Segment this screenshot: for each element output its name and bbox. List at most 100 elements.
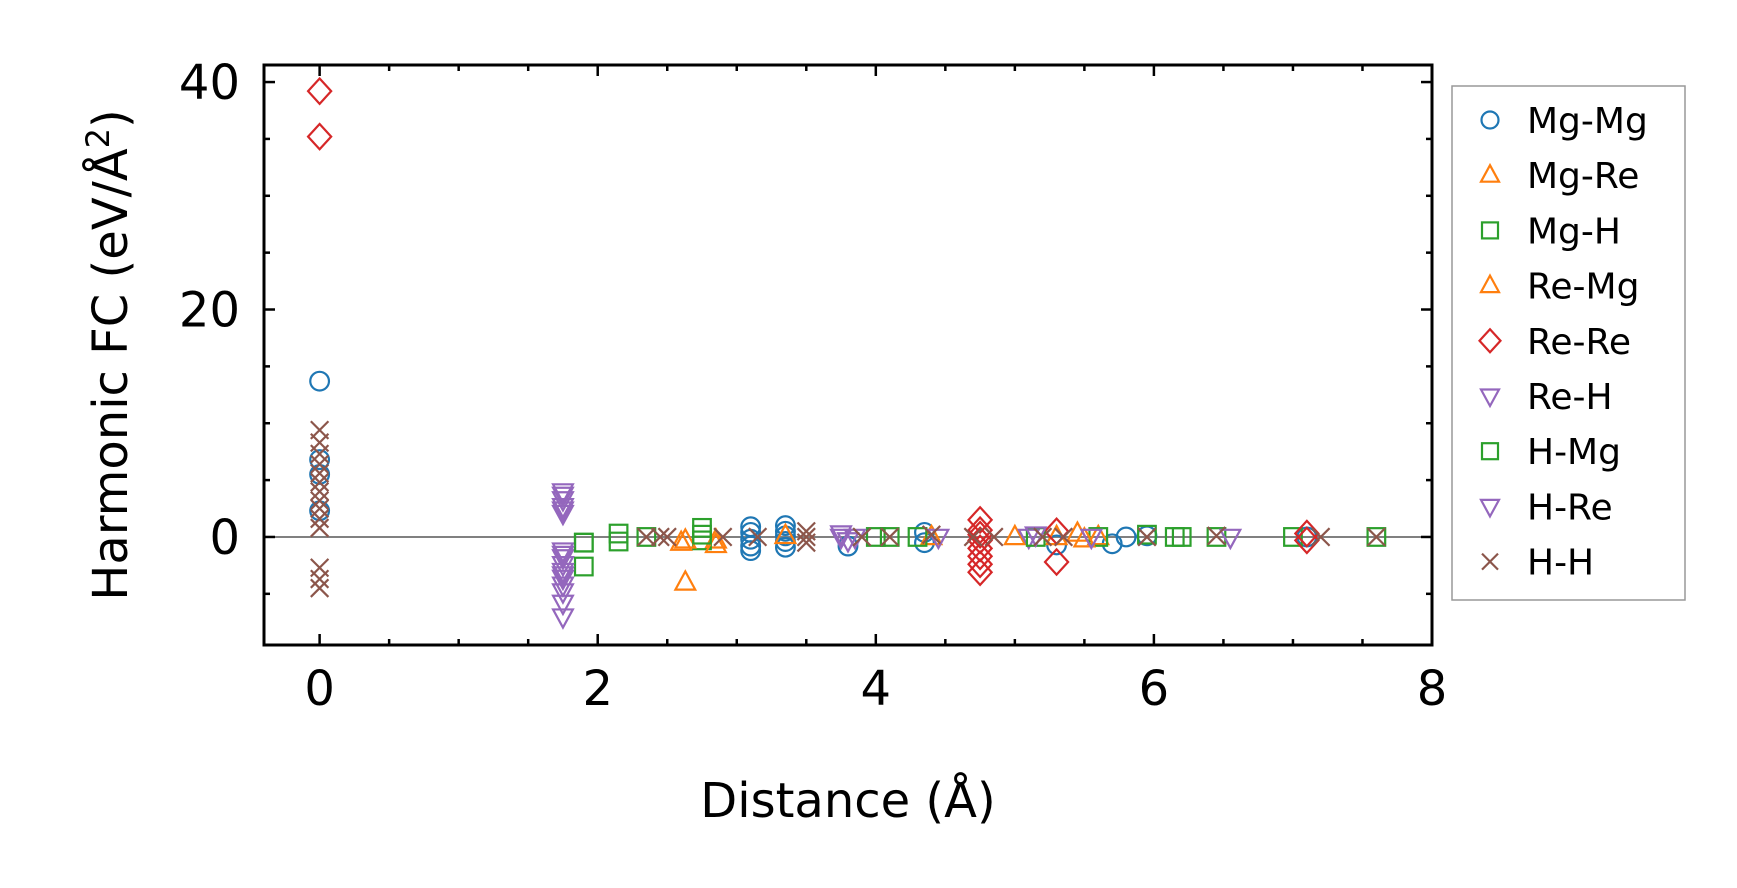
x-tick-label: 4 bbox=[861, 661, 892, 717]
data-point bbox=[1293, 526, 1320, 555]
data-point bbox=[1017, 528, 1041, 551]
data-point bbox=[880, 527, 900, 547]
data-point bbox=[573, 532, 594, 553]
data-point bbox=[967, 549, 994, 579]
legend-label: Mg-H bbox=[1527, 211, 1621, 252]
legend-marker bbox=[1480, 442, 1500, 461]
legend-item-mg-mg: Mg-Mg bbox=[1480, 101, 1648, 142]
data-point bbox=[907, 527, 928, 547]
data-point bbox=[1043, 547, 1070, 577]
data-point bbox=[774, 536, 796, 558]
data-point bbox=[551, 545, 575, 568]
legend-marker bbox=[1478, 327, 1502, 354]
data-point bbox=[310, 490, 330, 511]
data-point bbox=[551, 576, 575, 599]
plot-frame bbox=[262, 63, 1434, 647]
data-point bbox=[1164, 527, 1185, 547]
legend-marker bbox=[1479, 273, 1501, 294]
y-tick-label: 0 bbox=[209, 510, 240, 566]
legend-label: Mg-Mg bbox=[1527, 101, 1648, 142]
data-point bbox=[551, 549, 575, 571]
data-point bbox=[551, 491, 575, 513]
data-point bbox=[310, 578, 330, 598]
data-point bbox=[551, 569, 575, 592]
data-point bbox=[306, 122, 333, 151]
data-point bbox=[551, 486, 575, 509]
data-point bbox=[551, 498, 575, 520]
data-point bbox=[551, 594, 575, 617]
data-point bbox=[310, 481, 330, 502]
legend: Mg-Mg Mg-Re Mg-H Re-Mg Re-Re Re-H H-Mg H-Re H-H bbox=[1451, 85, 1686, 601]
legend-label: H-Re bbox=[1527, 487, 1613, 528]
legend-marker bbox=[1480, 110, 1500, 130]
data-point bbox=[1053, 527, 1074, 547]
data-point bbox=[879, 527, 900, 547]
x-tick-label: 8 bbox=[1417, 661, 1448, 717]
legend-label: Mg-Re bbox=[1527, 156, 1639, 197]
legend-label: Re-Re bbox=[1527, 322, 1631, 363]
y-axis-title-main: Harmonic FC (eV/Å bbox=[82, 148, 139, 601]
data-point bbox=[551, 608, 575, 630]
series-re-re bbox=[306, 76, 1320, 587]
data-point bbox=[926, 528, 951, 551]
data-point bbox=[1206, 526, 1227, 546]
legend-item-h-mg: H-Mg bbox=[1480, 432, 1621, 473]
data-point bbox=[852, 527, 872, 547]
data-point bbox=[773, 522, 798, 545]
x-tick-label: 6 bbox=[1139, 661, 1170, 717]
y-tick-label: 40 bbox=[179, 55, 240, 111]
x-tick-label: 0 bbox=[304, 661, 335, 717]
data-point bbox=[1137, 527, 1157, 547]
data-point bbox=[1023, 526, 1048, 548]
y-axis-title-close: ) bbox=[83, 109, 139, 128]
series-h-h bbox=[310, 420, 1386, 598]
data-point bbox=[1086, 523, 1111, 546]
data-point bbox=[921, 525, 942, 545]
data-point bbox=[774, 515, 796, 537]
data-point bbox=[1283, 527, 1303, 547]
data-point bbox=[984, 527, 1004, 547]
data-point bbox=[1003, 523, 1027, 546]
series-h-re bbox=[551, 486, 1048, 588]
data-point bbox=[1115, 526, 1137, 548]
data-point bbox=[829, 525, 853, 547]
data-point bbox=[551, 483, 575, 505]
data-point bbox=[740, 540, 762, 562]
data-point bbox=[310, 454, 330, 474]
data-point bbox=[1079, 528, 1104, 551]
legend-item-re-h: Re-H bbox=[1479, 377, 1613, 418]
data-point bbox=[1218, 528, 1243, 551]
legend-label: H-Mg bbox=[1527, 432, 1621, 473]
x-axis-title: Distance (Å) bbox=[700, 772, 995, 829]
data-point bbox=[748, 527, 768, 547]
data-point bbox=[309, 370, 331, 392]
legend-item-re-re: Re-Re bbox=[1478, 322, 1631, 363]
data-point bbox=[310, 569, 330, 589]
data-point bbox=[1072, 525, 1097, 548]
legend-label: Re-H bbox=[1527, 377, 1613, 418]
plot-area bbox=[264, 65, 1432, 645]
data-point bbox=[1033, 527, 1053, 547]
data-point bbox=[1137, 524, 1157, 545]
data-point bbox=[310, 518, 330, 538]
y-axis-title: Harmonic FC (eV/Å2) bbox=[79, 109, 139, 601]
data-point bbox=[636, 527, 657, 547]
data-point bbox=[309, 449, 331, 471]
data-point bbox=[657, 527, 677, 547]
data-point bbox=[865, 527, 886, 547]
data-point bbox=[551, 542, 575, 564]
data-point bbox=[692, 524, 712, 545]
data-point bbox=[829, 528, 853, 551]
legend-item-re-mg: Re-Mg bbox=[1479, 267, 1639, 308]
data-point bbox=[1366, 527, 1387, 547]
data-point bbox=[1366, 527, 1386, 547]
data-point bbox=[573, 556, 594, 577]
data-point bbox=[713, 527, 733, 547]
y-axis-title-superscript: 2 bbox=[79, 128, 117, 148]
data-point bbox=[669, 529, 693, 551]
data-point bbox=[551, 566, 575, 588]
data-point bbox=[967, 505, 994, 535]
legend-marker bbox=[1479, 162, 1501, 183]
data-point bbox=[551, 556, 575, 578]
